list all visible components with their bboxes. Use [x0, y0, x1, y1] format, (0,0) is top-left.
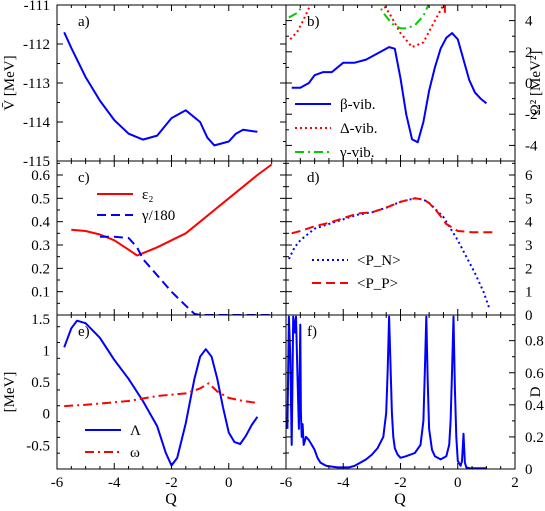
legend-label: ω: [130, 445, 140, 461]
y-tick-label: 3: [525, 238, 533, 254]
x-tick-label: -6: [280, 475, 293, 491]
x-tick-label: 0: [225, 475, 233, 491]
legend-label: γ-vib.: [339, 145, 375, 161]
panel-2: -4 -2 0 2 4 b): [285, 4, 538, 162]
series-line-ω: [64, 382, 258, 408]
y-tick-label: 1.5: [31, 312, 50, 328]
x-tick-label: -4: [337, 475, 350, 491]
series-line-β-vib.: [291, 32, 488, 144]
y-tick-label: 0.6: [525, 366, 544, 382]
legend-label: β-vib.: [340, 97, 376, 113]
y-tick-label: 4: [525, 14, 533, 30]
y-tick-label: 0.4: [31, 215, 50, 231]
y-tick-label: 0: [43, 407, 51, 423]
panels-layer: -115-114-113-112-111a)-4-2024b)0.10.20.3…: [23, 0, 544, 491]
panel-1: -115 -114 -113 -112 -111 a): [23, 0, 287, 170]
x-tick-label: -6: [51, 475, 64, 491]
y-tick-label: 0: [525, 308, 533, 324]
y-axis-title-b: Ω² [MeV²]: [528, 51, 544, 116]
panel-3: 0.1 0.2 0.3 0.4 0.5 0.6 c): [31, 160, 287, 316]
panel-frame: [285, 160, 516, 316]
y-tick-label: 0.1: [31, 285, 50, 301]
y-tick-label: 0.2: [525, 430, 544, 446]
panel-5: -0.5 0 0.5 1 1.5 -6 -4 -2 0 e): [26, 312, 287, 491]
y-axis-title-e: [MeV]: [2, 372, 18, 413]
y-tick-label: 1: [525, 285, 533, 301]
panel-6: 00.20.40.60.8-6 -4 -2 0 2f): [280, 314, 544, 491]
y-tick-label: -4: [525, 138, 538, 154]
panel-4: 0 1 2 3 4 5 6 d): [285, 160, 533, 324]
y-tick-label: -111: [24, 0, 50, 14]
y-tick-label: 0.3: [31, 238, 50, 254]
y-tick-label: 5: [525, 191, 533, 207]
panel-label: a): [78, 14, 90, 30]
y-tick-label: -112: [23, 37, 50, 53]
series-line-<P_P>: [291, 197, 495, 235]
y-tick-label: 2: [525, 261, 533, 277]
series-line-Λ: [63, 319, 259, 467]
y-axis-title-a: V̄ [MeV]: [2, 55, 18, 110]
y-tick-label: 0.6: [31, 168, 50, 184]
legend-label: <P_N>: [357, 253, 401, 269]
y-tick-label: 2: [525, 45, 533, 61]
y-tick-label: 0.8: [525, 334, 544, 350]
legend-label: γ/180: [141, 208, 175, 224]
series-line-γ-vib.: [377, 5, 430, 30]
x-tick-label: 0: [454, 475, 462, 491]
panel-label: c): [78, 170, 90, 186]
series-line-series-1: [286, 315, 487, 469]
y-tick-label: -113: [23, 76, 50, 92]
x-tick-label: 2: [511, 475, 519, 491]
y-tick-label: 6: [525, 168, 533, 184]
y-tick-label: 4: [525, 215, 533, 231]
series-line-γ-vib.: [288, 5, 305, 19]
legend-label: Δ-vib.: [340, 121, 378, 137]
series-line-series-1: [63, 31, 258, 147]
panel-frame: [56, 4, 287, 162]
panel-label: f): [307, 324, 317, 340]
legend-label: Λ: [130, 423, 141, 439]
y-axis-title-f: D: [528, 386, 544, 397]
y-tick-label: 0: [525, 462, 533, 478]
x-tick-label: -2: [165, 475, 178, 491]
y-tick-label: 0: [525, 76, 533, 92]
panel-frame: [285, 314, 516, 470]
y-tick-label: 0.4: [525, 398, 544, 414]
y-tick-label: -115: [23, 154, 50, 170]
panel-label: b): [307, 14, 320, 30]
y-tick-label: 0.5: [31, 375, 50, 391]
y-tick-label: 0.5: [31, 191, 50, 207]
panel-frame: [56, 160, 287, 316]
panel-label: d): [307, 170, 320, 186]
y-tick-label: -0.5: [26, 438, 50, 454]
x-tick-label: -4: [108, 475, 121, 491]
x-axis-title-f: Q: [394, 491, 406, 508]
x-tick-label: -2: [394, 475, 407, 491]
panel-frame: [56, 314, 287, 470]
x-axis-title-e: Q: [165, 491, 177, 508]
axis-labels-layer: V̄ [MeV] Ω² [MeV²] [MeV] D Q Qβ-vib. Δ-vib. γ-v…: [2, 51, 544, 508]
y-tick-label: -114: [23, 115, 50, 131]
y-tick-label: 0.2: [31, 261, 50, 277]
series-line-γ/180: [99, 235, 272, 315]
panel-label: e): [78, 324, 90, 340]
y-tick-label: -2: [525, 107, 538, 123]
legend-label: ε₂: [142, 187, 154, 203]
y-tick-label: 1: [43, 343, 51, 359]
legend-label: <P_P>: [357, 276, 398, 292]
